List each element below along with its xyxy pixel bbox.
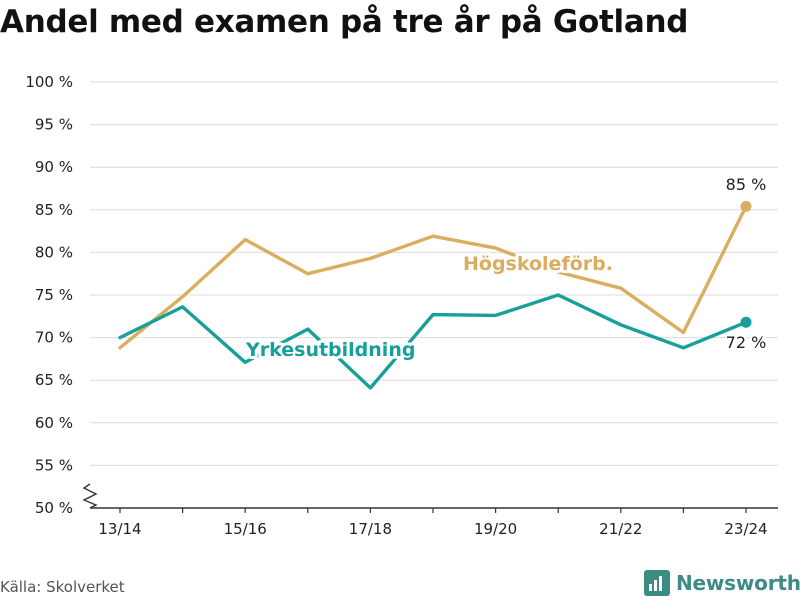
y-tick-label: 55 % <box>35 456 73 474</box>
newsworthy-logo-icon <box>644 570 670 596</box>
y-axis-tick-labels: 50 % 55 % 60 % 65 % 70 % 75 % 80 % 85 % 90 % 95 %… <box>25 73 73 517</box>
x-tick-label: 13/14 <box>98 520 141 538</box>
y-tick-label: 50 % <box>35 499 73 517</box>
x-tick-label: 19/20 <box>474 520 517 538</box>
x-tick-label: 23/24 <box>724 520 767 538</box>
y-tick-label: 85 % <box>35 201 73 219</box>
series-label-hogskoleforb: Högskoleförb. <box>463 253 613 275</box>
brand-name: Newsworthy <box>676 571 800 595</box>
x-tick-label: 17/18 <box>349 520 392 538</box>
end-value-label: 85 % <box>726 175 767 194</box>
x-tick-label: 15/16 <box>224 520 267 538</box>
x-axis: 13/14 15/16 17/18 19/20 21/22 23/24 <box>82 483 778 538</box>
y-tick-label: 95 % <box>35 116 73 134</box>
series-end-point <box>740 200 752 212</box>
y-tick-label: 75 % <box>35 286 73 304</box>
y-tick-label: 60 % <box>35 414 73 432</box>
grid-lines <box>90 81 778 466</box>
axis-break-icon <box>82 483 98 509</box>
y-tick-label: 80 % <box>35 243 73 261</box>
series-lines <box>118 200 752 390</box>
series-label-yrkesutbildning: Yrkesutbildning <box>245 339 415 361</box>
brand-logo: Newsworthy <box>644 570 800 596</box>
source-note: Källa: Skolverket <box>0 578 125 596</box>
y-tick-label: 65 % <box>35 371 73 389</box>
series-line-yrkesutbildning <box>118 293 748 390</box>
chart-title: Andel med examen på tre år på Gotland <box>0 4 689 40</box>
y-tick-label: 70 % <box>35 329 73 347</box>
series-end-point <box>740 316 752 328</box>
y-tick-label: 100 % <box>25 73 73 91</box>
x-tick-label: 21/22 <box>599 520 642 538</box>
y-tick-label: 90 % <box>35 158 73 176</box>
series-line-hogskoleforb <box>118 204 748 350</box>
end-value-label: 72 % <box>726 333 767 352</box>
series-labels: Högskoleförb. Yrkesutbildning 85 % 72 % <box>242 173 768 364</box>
